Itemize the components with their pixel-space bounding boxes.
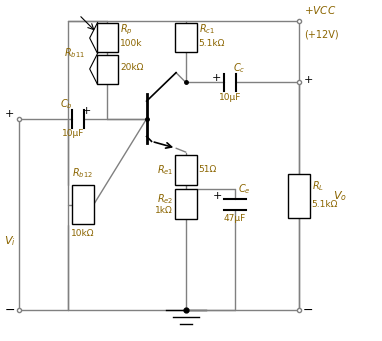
Text: 10kΩ: 10kΩ xyxy=(71,229,95,238)
Text: 10μF: 10μF xyxy=(219,93,241,102)
Text: +: + xyxy=(5,109,14,119)
Text: $C_b$: $C_b$ xyxy=(60,97,73,111)
Bar xyxy=(175,155,197,184)
Text: $V_o$: $V_o$ xyxy=(333,189,347,203)
Text: $R_{b12}$: $R_{b12}$ xyxy=(72,166,93,180)
Text: +$V$CC: +$V$CC xyxy=(304,4,336,16)
Bar xyxy=(175,23,197,52)
Text: 5.1kΩ: 5.1kΩ xyxy=(311,200,338,209)
Text: 10μF: 10μF xyxy=(62,129,84,138)
Text: +: + xyxy=(304,75,313,85)
Text: $R_{b11}$: $R_{b11}$ xyxy=(64,47,85,60)
Text: $V_i$: $V_i$ xyxy=(4,235,16,248)
Bar xyxy=(97,55,118,85)
Text: $C_e$: $C_e$ xyxy=(238,182,251,196)
Bar xyxy=(97,23,118,52)
Text: 1kΩ: 1kΩ xyxy=(155,206,173,214)
Text: $C_c$: $C_c$ xyxy=(233,61,245,75)
Text: −: − xyxy=(5,304,15,317)
Text: $R_p$: $R_p$ xyxy=(120,22,133,36)
Bar xyxy=(175,190,197,219)
Text: $R_L$: $R_L$ xyxy=(311,180,324,193)
Bar xyxy=(288,174,309,218)
Text: $R_{c1}$: $R_{c1}$ xyxy=(199,23,215,36)
Text: 5.1kΩ: 5.1kΩ xyxy=(199,39,225,48)
Text: +: + xyxy=(212,73,221,83)
Text: +: + xyxy=(82,106,91,116)
Text: +: + xyxy=(213,191,222,201)
Text: 20kΩ: 20kΩ xyxy=(120,63,144,72)
Text: −: − xyxy=(303,304,313,317)
Text: 51Ω: 51Ω xyxy=(199,165,217,174)
Text: 47μF: 47μF xyxy=(224,214,246,223)
Text: 100k: 100k xyxy=(120,39,142,48)
Bar xyxy=(72,185,94,224)
Text: $R_{e2}$: $R_{e2}$ xyxy=(157,192,173,206)
Text: (+12V): (+12V) xyxy=(304,29,338,40)
Text: $R_{e1}$: $R_{e1}$ xyxy=(157,163,173,177)
